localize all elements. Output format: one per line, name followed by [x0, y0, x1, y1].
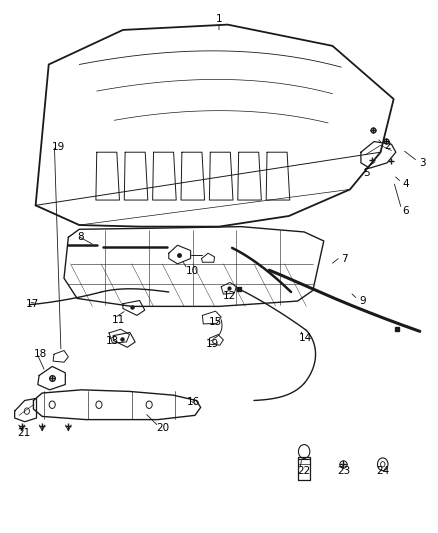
- Text: 16: 16: [187, 397, 200, 407]
- Text: 8: 8: [78, 232, 85, 242]
- Text: 18: 18: [34, 349, 47, 359]
- Text: 14: 14: [299, 333, 312, 343]
- Text: 11: 11: [112, 314, 125, 325]
- Text: 10: 10: [185, 266, 198, 276]
- Text: 24: 24: [376, 466, 389, 476]
- Text: 21: 21: [17, 429, 30, 439]
- Text: 19: 19: [206, 338, 219, 349]
- Text: 2: 2: [384, 141, 390, 151]
- Text: 5: 5: [363, 168, 370, 178]
- Text: 7: 7: [342, 254, 348, 263]
- Text: 22: 22: [297, 466, 311, 476]
- Text: 1: 1: [215, 14, 223, 25]
- Text: 15: 15: [209, 317, 222, 327]
- Text: 3: 3: [419, 158, 425, 168]
- Text: 9: 9: [359, 296, 366, 306]
- Text: 6: 6: [403, 206, 409, 216]
- Text: 4: 4: [403, 179, 409, 189]
- Text: 17: 17: [26, 298, 39, 309]
- Text: 13: 13: [106, 336, 119, 346]
- Text: 12: 12: [223, 290, 237, 301]
- Text: 19: 19: [52, 142, 65, 152]
- Text: 20: 20: [156, 423, 170, 433]
- Text: 23: 23: [337, 466, 350, 476]
